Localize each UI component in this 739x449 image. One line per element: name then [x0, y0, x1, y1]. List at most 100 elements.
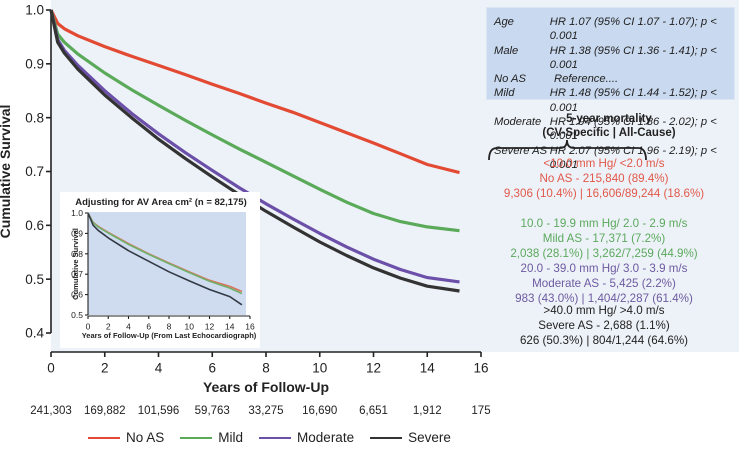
mortality-brace	[488, 139, 647, 161]
hazard-ratio-label: Mild	[494, 87, 515, 100]
x-tick-label: 14	[420, 361, 436, 376]
series-line-mild	[49, 9, 460, 233]
y-tick-label: 0.4	[25, 326, 44, 341]
series-line-moderate	[49, 9, 460, 284]
series-line-no-as	[49, 9, 460, 175]
hazard-ratio-value: HR 1.48 (95% CI 1.44 - 1.52); p < 0.001	[549, 87, 717, 114]
y-tick-label: 0.7	[25, 164, 44, 179]
number-at-risk-value: 169,882	[83, 405, 126, 417]
inset-x-tick-label: 0	[86, 322, 91, 332]
inset-y-tick-label: 0.5	[71, 310, 83, 320]
group-range: >40.0 mm Hg/ >4.0 m/s	[543, 304, 665, 317]
y-tick-label: 0.9	[25, 57, 44, 72]
legend-swatch	[259, 436, 292, 439]
group-range: 20.0 - 39.0 mm Hg/ 3.0 - 3.9 m/s	[520, 262, 688, 275]
group-range: <10.0 mm Hg/ <2.0 m/s	[543, 157, 665, 170]
number-at-risk-value: 33,275	[248, 405, 284, 417]
inset-x-tick-label: 12	[205, 322, 215, 332]
hazard-ratio-label: Moderate	[494, 116, 542, 129]
legend-item-severe: Severe	[370, 430, 451, 445]
number-at-risk-value: 16,690	[302, 405, 338, 417]
hazard-ratio-row: Mild HR 1.48 (95% CI 1.44 - 1.52); p < 0.…	[487, 86, 734, 115]
inset-y-tick-label: 0.6	[71, 290, 83, 300]
series-line-severe	[49, 9, 460, 293]
hazard-ratio-row: Severe AS HR 2.07 (95% CI 1.96 - 2.19); p…	[487, 144, 734, 173]
y-tick-label: 0.8	[25, 110, 44, 125]
inset-x-tick-label: 10	[185, 322, 195, 332]
legend-label: Moderate	[297, 430, 355, 445]
x-axis-label: Years of Follow-Up	[203, 379, 329, 395]
hazard-ratio-label: No AS	[494, 73, 526, 86]
inset-series-line-severe	[87, 212, 243, 306]
number-at-risk-value: 1,912	[412, 405, 442, 417]
group-stats: 9,306 (10.4%) | 16,606/89,244 (18.6%)	[503, 186, 705, 200]
group-moderate: 20.0 - 39.0 mm Hg/ 3.0 - 3.9 m/s Moderat…	[474, 262, 734, 306]
hazard-ratio-row: No AS Reference....	[487, 72, 734, 86]
hazard-ratio-value: HR 1.38 (95% CI 1.36 - 1.41); p < 0.001	[549, 44, 717, 71]
inset-x-tick-label: 4	[126, 322, 131, 332]
legend-item-mild: Mild	[180, 430, 243, 445]
group-name: No AS - 215,840 (89.4%)	[539, 171, 669, 185]
inset-chart-title: Adjusting for AV Area cm² (n = 82,175)	[75, 197, 246, 208]
group-name: Severe AS - 2,688 (1.1%)	[538, 318, 670, 332]
inset-y-tick-label: 1.0	[71, 208, 83, 218]
hazard-ratio-label: Severe AS	[494, 144, 548, 157]
inset-x-tick-label: 16	[245, 322, 255, 332]
inset-x-tick-label: 2	[106, 322, 111, 332]
legend: No AS Mild Moderate Severe	[88, 430, 467, 445]
group-mild: 10.0 - 19.9 mm Hg/ 2.0 - 2.9 m/s Mild AS…	[474, 217, 734, 261]
hazard-ratio-box: Age HR 1.07 (95% CI 1.07 - 1.07); p < 0.0…	[486, 7, 735, 171]
x-tick-label: 0	[47, 361, 55, 376]
number-at-risk-value: 59,763	[194, 405, 230, 417]
hazard-ratio-value: Reference....	[554, 73, 619, 86]
number-at-risk-value: 101,596	[137, 405, 180, 417]
legend-swatch	[370, 436, 403, 439]
group-stats: 626 (50.3%) | 804/1,244 (64.6%)	[519, 333, 688, 347]
hazard-ratio-label: Age	[494, 16, 514, 28]
mortality-subtitle: (CV-Specific | All-Cause)	[542, 127, 676, 139]
group-name: Moderate AS - 5,425 (2.2%)	[532, 276, 676, 290]
hazard-ratio-row: Age HR 1.07 (95% CI 1.07 - 1.07); p < 0.0…	[487, 15, 734, 44]
inset-x-tick-label: 8	[167, 322, 172, 332]
group-severe: >40.0 mm Hg/ >4.0 m/s Severe AS - 2,688 …	[474, 304, 734, 348]
mortality-header: 5-year mortality (CV-Specific | All-Caus…	[484, 112, 734, 140]
legend-label: No AS	[126, 430, 165, 445]
inset-y-tick-label: 0.7	[71, 269, 83, 279]
group-no-as: <10.0 mm Hg/ <2.0 m/s No AS - 215,840 (8…	[474, 157, 734, 201]
legend-item-moderate: Moderate	[259, 430, 354, 445]
legend-label: Severe	[408, 430, 451, 445]
mortality-title: 5-year mortality	[566, 113, 652, 125]
x-tick-label: 6	[208, 361, 216, 376]
legend-item-no-as: No AS	[88, 430, 164, 445]
inset-y-tick-label: 0.8	[71, 249, 83, 259]
number-at-risk-value: 6,651	[359, 405, 388, 417]
hazard-ratio-label: Male	[494, 44, 519, 57]
inset-y-axis-label: Cumulative Survival	[71, 228, 80, 300]
hazard-ratio-value: HR 1.07 (95% CI 1.07 - 1.07); p < 0.001	[549, 16, 717, 43]
x-tick-label: 12	[366, 361, 381, 376]
number-at-risk-value: 175	[471, 405, 491, 417]
x-tick-label: 16	[473, 361, 488, 376]
inset-y-tick-label: 0.9	[71, 228, 83, 238]
y-tick-label: 0.5	[25, 272, 44, 287]
y-tick-label: 1.0	[25, 3, 44, 18]
inset-x-axis-label: Years of Follow-Up (From Last Echocardio…	[82, 331, 257, 340]
y-tick-label: 0.6	[25, 218, 44, 233]
legend-swatch	[180, 436, 213, 439]
inset-x-tick-label: 6	[146, 322, 151, 332]
group-stats: 983 (43.0%) | 1,404/2,287 (61.4%)	[515, 291, 693, 305]
hazard-ratio-value: HR 1.94 (95% CI 1.86 - 2.02); p < 0.001	[549, 116, 717, 143]
hazard-ratio-value: HR 2.07 (95% CI 1.96 - 2.19); p < 0.001	[549, 144, 717, 171]
group-range: 10.0 - 19.9 mm Hg/ 2.0 - 2.9 m/s	[520, 217, 688, 230]
legend-label: Mild	[218, 430, 244, 445]
x-tick-label: 8	[262, 361, 270, 376]
hazard-ratio-row: Moderate HR 1.94 (95% CI 1.86 - 2.02); p …	[487, 115, 734, 144]
x-tick-label: 4	[155, 361, 163, 376]
inset-series-line-mild	[87, 212, 243, 295]
number-at-risk-value: 241,303	[30, 405, 72, 417]
y-axis-label: Cumulative Survival	[0, 105, 13, 239]
x-tick-label: 10	[312, 361, 327, 376]
inset-x-tick-label: 14	[225, 322, 235, 332]
hazard-ratio-row: Male HR 1.38 (95% CI 1.36 - 1.41); p < 0.…	[487, 44, 734, 73]
x-tick-label: 2	[101, 361, 109, 376]
